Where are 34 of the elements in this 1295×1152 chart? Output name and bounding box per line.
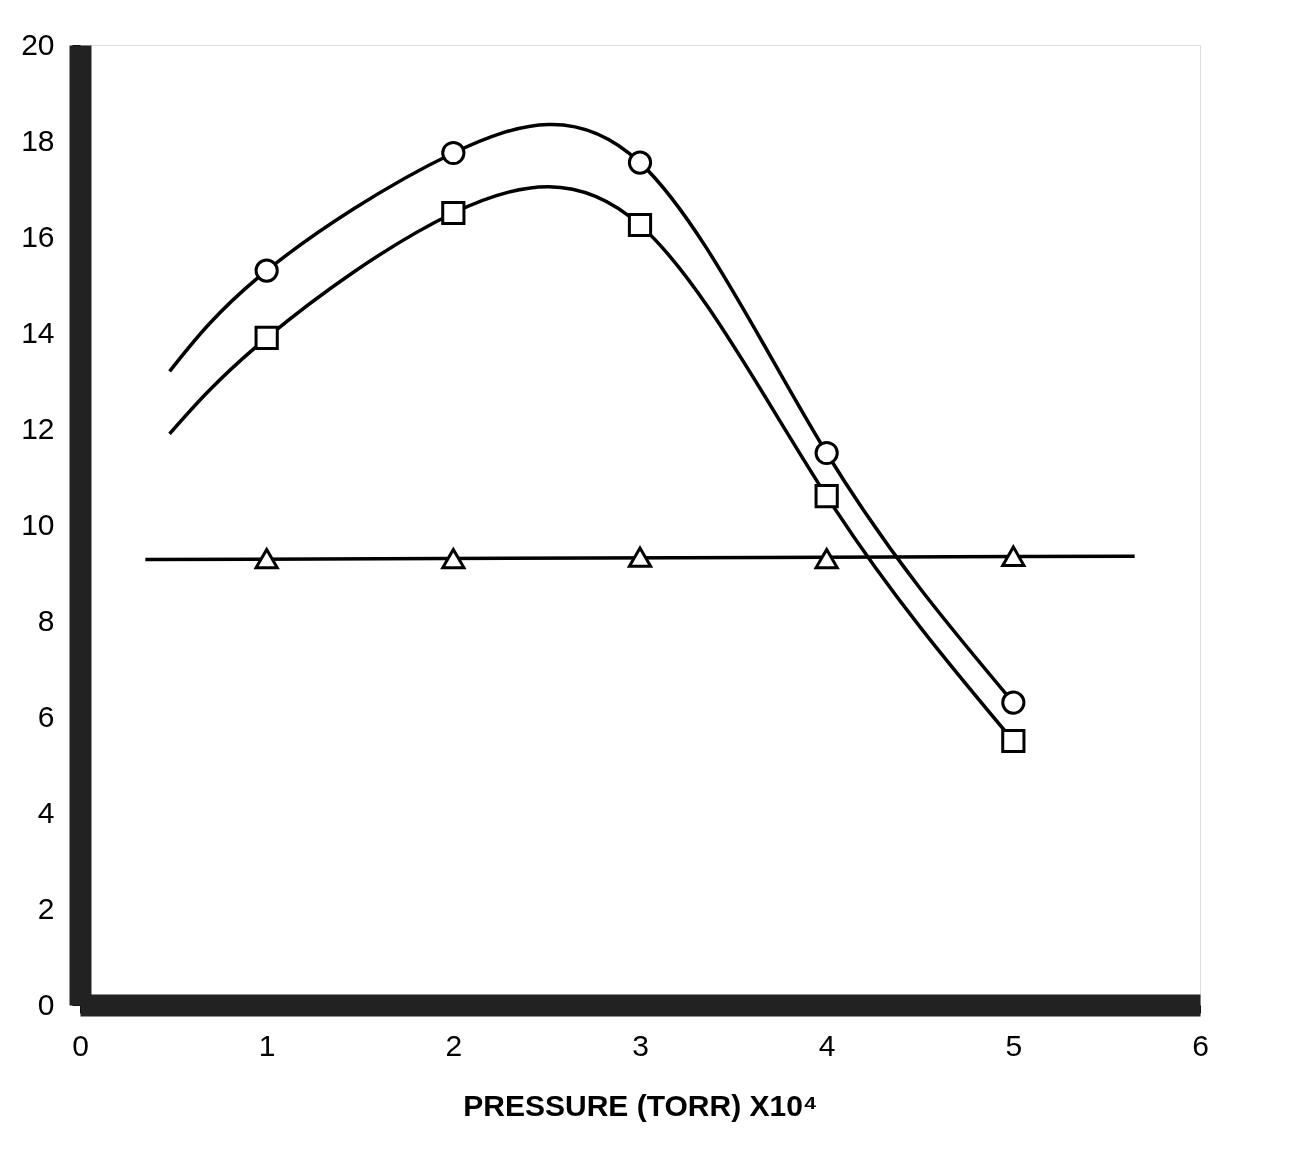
point xyxy=(1001,728,1026,754)
point xyxy=(441,547,466,570)
y-tick-label: 8 xyxy=(37,603,55,637)
point xyxy=(1001,545,1026,567)
point xyxy=(814,484,839,509)
y-tick-label: 10 xyxy=(21,507,55,541)
y-tick-label: 18 xyxy=(21,123,55,157)
point xyxy=(254,547,279,570)
point xyxy=(627,546,653,568)
x-axis-title: PRESSURE (TORR) X10⁴ xyxy=(463,1088,818,1122)
y-tick-label: 16 xyxy=(21,219,55,253)
y-tick-label: 14 xyxy=(21,315,55,349)
point xyxy=(814,547,839,570)
x-tick-label: 6 xyxy=(1192,1028,1209,1062)
x-tick-label: 4 xyxy=(818,1028,836,1062)
point xyxy=(441,200,466,226)
point xyxy=(254,258,279,283)
y-tick-label: 0 xyxy=(37,987,55,1021)
x-tick-label: 2 xyxy=(445,1028,463,1062)
point xyxy=(254,325,279,350)
point xyxy=(1001,690,1026,715)
x-tick-label: 5 xyxy=(1005,1028,1023,1062)
y-tick-label: 12 xyxy=(21,411,55,445)
point xyxy=(814,440,839,466)
x-tick-label: 1 xyxy=(258,1028,276,1062)
point xyxy=(627,212,653,238)
y-tick-label: 6 xyxy=(37,699,55,733)
y-tick-label: 2 xyxy=(37,891,55,925)
point xyxy=(627,150,653,175)
x-tick-label: 0 xyxy=(72,1028,89,1062)
y-tick-label: 20 xyxy=(21,27,55,61)
x-tick-label: 3 xyxy=(632,1028,649,1062)
point xyxy=(441,140,466,166)
y-tick-label: 4 xyxy=(37,795,55,829)
